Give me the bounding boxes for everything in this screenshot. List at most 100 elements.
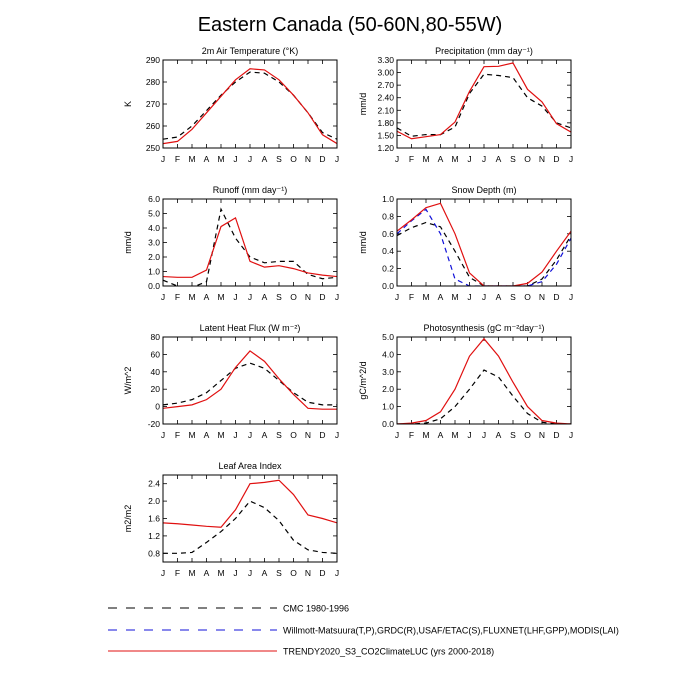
x-tick-label: N (539, 292, 545, 302)
x-tick-label: J (233, 430, 237, 440)
x-tick-label: J (233, 154, 237, 164)
y-tick-label: 0.4 (382, 246, 394, 256)
x-tick-label: A (204, 292, 210, 302)
series-line-trendy (397, 202, 571, 286)
y-tick-label: 1.0 (148, 267, 160, 277)
x-tick-label: D (319, 568, 325, 578)
x-tick-label: O (290, 154, 297, 164)
x-tick-label: D (319, 430, 325, 440)
x-tick-label: A (496, 292, 502, 302)
x-tick-label: J (248, 292, 252, 302)
y-tick-label: 2.70 (377, 80, 394, 90)
x-tick-label: M (217, 292, 224, 302)
chart-panel: Latent Heat Flux (W m⁻²) W/m^2 -20 0 20 40 60 8… (123, 323, 339, 440)
panel-title: Photosynthesis (gC m⁻²day⁻¹) (423, 323, 544, 333)
y-tick-label: 1.0 (382, 402, 394, 412)
x-tick-label: A (496, 154, 502, 164)
x-tick-label: S (510, 430, 516, 440)
chart-panel: Snow Depth (m)mm/d0.00.20.40.60.81.0J F M A… (358, 185, 573, 302)
panel-title: 2m Air Temperature (°K) (202, 46, 298, 56)
x-tick-label: S (276, 154, 282, 164)
legend-label-cmc: CMC 1980-1996 (283, 604, 349, 614)
y-tick-label: 2.4 (148, 479, 160, 489)
y-tick-label: 0.0 (382, 281, 394, 291)
x-tick-label: A (204, 154, 210, 164)
panel-title: Precipitation (mm day⁻¹) (435, 46, 533, 56)
series-line-trendy (163, 479, 337, 528)
y-tick-label: 6.0 (148, 194, 160, 204)
plot-frame (162, 336, 338, 425)
x-tick-label: D (553, 292, 559, 302)
panel-title: Runoff (mm day⁻¹) (213, 185, 288, 195)
y-axis-label: mm/d (123, 231, 133, 254)
y-tick-label: 4.0 (382, 349, 394, 359)
plot-frame (396, 198, 572, 287)
x-tick-label: J (467, 430, 471, 440)
x-tick-label: J (395, 430, 399, 440)
y-tick-label: 2.40 (377, 93, 394, 103)
x-tick-label: J (335, 292, 339, 302)
y-tick-label: 60 (151, 349, 161, 359)
x-tick-label: N (305, 292, 311, 302)
y-tick-label: 80 (151, 332, 161, 342)
y-tick-label: 5.0 (148, 209, 160, 219)
x-tick-label: J (467, 154, 471, 164)
series-line-willmott (397, 208, 571, 286)
x-tick-label: N (305, 154, 311, 164)
x-tick-label: F (409, 154, 414, 164)
x-tick-label: J (569, 430, 573, 440)
x-tick-label: A (262, 568, 268, 578)
series-line-cmc (163, 500, 337, 554)
x-tick-label: J (335, 154, 339, 164)
x-tick-label: S (276, 292, 282, 302)
y-tick-label: 0.6 (382, 229, 394, 239)
x-tick-label: F (409, 292, 414, 302)
x-tick-label: M (188, 430, 195, 440)
series-line-cmc (163, 362, 337, 406)
y-tick-label: 270 (146, 99, 160, 109)
x-tick-label: J (161, 568, 165, 578)
series-line-cmc (163, 71, 337, 140)
x-tick-label: J (467, 292, 471, 302)
x-tick-label: S (510, 154, 516, 164)
x-tick-label: A (262, 154, 268, 164)
plot-frame (162, 474, 338, 563)
x-tick-label: N (539, 154, 545, 164)
chart-panel: 2m Air Temperature (°K) K 250 260 270 280 290 J… (123, 46, 339, 164)
x-tick-label: F (175, 568, 180, 578)
legend-label-willmott: Willmott-Matsuura(T,P),GRDC(R),USAF/ETAC… (283, 626, 619, 636)
x-tick-label: A (204, 430, 210, 440)
x-tick-label: M (451, 430, 458, 440)
series-line-trendy (163, 216, 337, 278)
series-line-cmc (163, 207, 337, 286)
x-tick-label: M (422, 154, 429, 164)
y-axis-label: m2/m2 (123, 505, 133, 533)
y-tick-label: 2.10 (377, 105, 394, 115)
y-tick-label: 2.0 (382, 384, 394, 394)
x-tick-label: A (262, 430, 268, 440)
x-tick-label: J (233, 292, 237, 302)
x-tick-label: M (217, 568, 224, 578)
series-line-cmc (397, 369, 571, 424)
x-tick-label: A (262, 292, 268, 302)
x-tick-label: O (524, 154, 531, 164)
x-tick-label: O (290, 430, 297, 440)
x-tick-label: S (510, 292, 516, 302)
y-tick-label: 0.0 (148, 281, 160, 291)
x-tick-label: D (319, 292, 325, 302)
y-tick-label: 0.8 (382, 211, 394, 221)
x-tick-label: M (422, 292, 429, 302)
x-tick-label: M (188, 292, 195, 302)
x-tick-label: J (569, 292, 573, 302)
x-tick-label: J (233, 568, 237, 578)
series-line-trendy (163, 68, 337, 145)
y-axis-label: mm/d (358, 93, 368, 116)
chart-panel: Runoff (mm day⁻¹) mm/d 0.0 1.0 2.0 3.0 4.0 5.0 6… (123, 185, 339, 302)
x-tick-label: M (217, 430, 224, 440)
y-tick-label: 290 (146, 55, 160, 65)
y-tick-label: 0.8 (148, 548, 160, 558)
x-tick-label: J (335, 568, 339, 578)
y-tick-label: 1.6 (148, 514, 160, 524)
